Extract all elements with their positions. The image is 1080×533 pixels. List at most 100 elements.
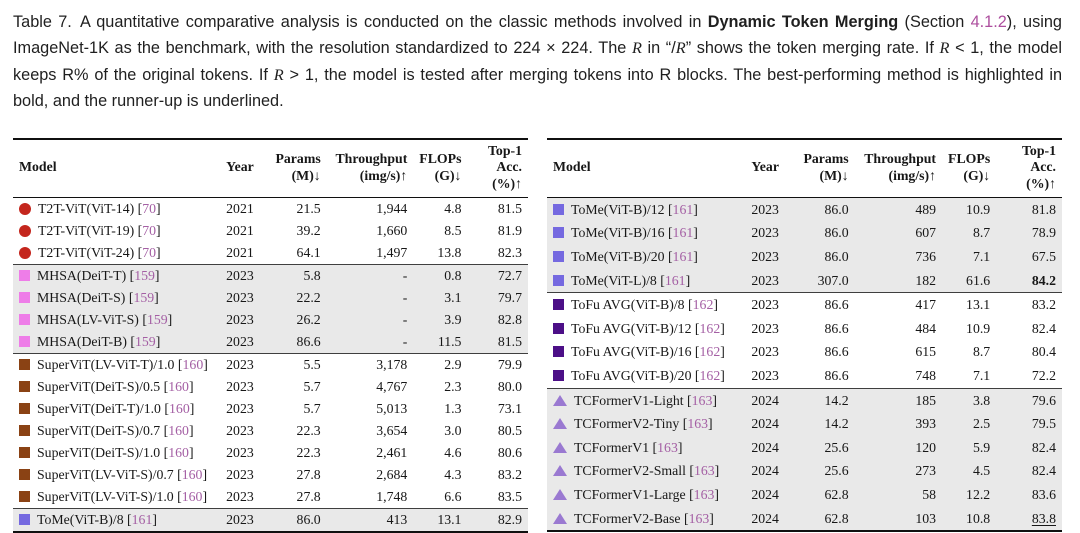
citation-link[interactable]: 163 [657,439,678,455]
table-row: SuperViT(DeiT-T)/1.0 [160] 2023 5.7 5,013 1.… [13,398,528,420]
row-group-mhsa: MHSA(DeiT-T) [159] 2023 5.8-0.8 72.7 MHSA(De… [13,264,528,354]
citation-link[interactable]: 163 [693,463,715,479]
model-name: SuperViT(DeiT-T)/1.0 [37,401,161,417]
cell-flops: 2.5 [972,416,991,432]
citation-link[interactable]: 162 [699,344,721,360]
cell-throughput: 5,013 [376,401,408,417]
cell-year: 2023 [751,249,779,265]
col-header-acc: Top-1 Acc. (%)↑ [996,138,1062,199]
cell-throughput: 1,944 [376,201,408,217]
supervit-marker-icon [19,381,30,393]
row-group-t2t-vit: T2T-ViT(ViT-14) [70] 2021 21.5 1,944 4.8 81.5… [13,198,528,265]
cell-throughput: 185 [915,392,937,408]
cell-model: ToMe(ViT-B)/20 [161] [547,245,737,269]
citation-link[interactable]: 159 [134,268,155,284]
citation-link[interactable]: 163 [691,392,713,408]
citation-link[interactable]: 161 [664,272,686,288]
tome-marker-icon [553,251,564,263]
mhsa-marker-icon [19,314,30,326]
model-name: ToFu AVG(ViT-B)/12 [571,320,692,336]
table-row: T2T-ViT(ViT-14) [70] 2021 21.5 1,944 4.8 81.5 [13,198,528,221]
model-name: ToMe(ViT-B)/16 [571,225,665,241]
cell-acc: 79.7 [497,290,522,306]
citation-link[interactable]: 160 [181,489,203,505]
supervit-marker-icon [19,425,30,437]
cell-acc: 79.5 [1031,416,1056,432]
citation-link[interactable]: 161 [672,201,694,217]
cell-flops: 7.1 [972,368,991,383]
model-name: T2T-ViT(ViT-19) [38,223,135,239]
cell-model: ToFu AVG(ViT-B)/20 [162] [547,364,737,388]
citation-link[interactable]: 160 [169,401,190,417]
cell-acc: 67.5 [1031,249,1056,265]
section-link[interactable]: 4.1.2 [970,13,1007,31]
citation-link[interactable]: 160 [168,445,189,461]
mhsa-marker-icon [19,336,30,348]
citation-link[interactable]: 70 [142,245,157,261]
table-row: ToMe(ViT-B)/12 [161] 2023 86.0 489 10.9 81.8 [547,198,1062,222]
cell-acc: 81.5 [497,201,522,217]
mhsa-marker-icon [19,292,30,304]
cell-acc: 79.9 [497,357,522,373]
citation-link[interactable]: 159 [133,290,155,306]
cell-model: T2T-ViT(ViT-24) [70] [13,242,214,265]
table-row: TCFormerV1-Large [163] 2024 62.8 58 12.2 83.6 [547,483,1062,507]
citation-link[interactable]: 162 [699,368,721,383]
table-row: TCFormerV2-Small [163] 2024 25.6 273 4.5 82.4 [547,460,1062,484]
col-header-unit: (img/s)↑ [888,167,937,183]
header-row: Model Year Params (M)↓ Throughput (img/s)↑ FLO… [13,138,528,199]
citation-link[interactable]: 161 [672,249,694,265]
citation-link[interactable]: 160 [168,423,189,439]
citation-link[interactable]: 160 [168,379,189,395]
col-header-year: Year [737,138,794,199]
citation-link[interactable]: 162 [692,297,714,313]
citation-link[interactable]: 70 [142,223,157,239]
cell-year: 2021 [226,223,254,239]
cell-params: 62.8 [824,486,849,502]
cell-acc: 80.4 [1031,344,1056,360]
citation-link[interactable]: 159 [146,312,168,328]
caption-text: > 1, the model is tested after merging t… [13,65,1062,111]
t2t-vit-marker-icon [19,203,31,216]
cell-throughput: 3,654 [376,423,408,439]
col-header-model: Model [13,138,214,199]
cell-model: TCFormerV2-Small [163] [547,460,737,484]
citation-link[interactable]: 162 [699,320,721,336]
citation-link[interactable]: 163 [687,416,709,432]
citation-link[interactable]: 160 [181,467,203,483]
cell-year: 2023 [226,467,254,483]
tofu-marker-icon [553,299,564,311]
cell-params: 22.3 [296,423,321,439]
cell-acc: 73.1 [497,401,522,417]
cell-flops: 6.6 [444,489,462,505]
citation-link[interactable]: 161 [672,225,694,241]
caption-text: Table 7. A quantitative comparative anal… [13,13,708,31]
cell-flops: 11.5 [437,334,462,350]
cell-flops: 13.8 [437,245,462,261]
citation-link[interactable]: 163 [688,510,710,526]
col-header-unit: (%)↑ [1026,176,1056,192]
citation-link[interactable]: 163 [693,486,715,502]
citation-link[interactable]: 160 [182,357,204,373]
citation-link[interactable]: 161 [131,512,153,528]
citation-link[interactable]: 70 [142,201,157,217]
table-row: ToFu AVG(ViT-B)/12 [162] 2023 86.6 484 10.9 8… [547,317,1062,341]
cell-throughput: 3,178 [376,357,408,373]
cell-params: 62.8 [824,510,849,526]
cell-model: T2T-ViT(ViT-19) [70] [13,220,214,242]
cell-flops: 8.7 [972,344,991,360]
cell-params: 14.2 [824,392,849,408]
cell-flops: 3.1 [444,290,462,306]
cell-throughput: 58 [922,486,937,502]
citation-link[interactable]: 159 [134,334,156,350]
model-name: SuperViT(DeiT-S)/0.7 [37,423,161,439]
cell-year: 2023 [226,445,254,461]
cell-acc: 80.5 [497,423,522,439]
cell-params: 21.5 [296,201,321,217]
caption-text: < 1, the model keeps R% of the original … [13,39,1062,84]
cell-params: 86.6 [824,297,849,313]
cell-year: 2024 [751,416,779,432]
caption-text: R [631,38,642,58]
tome-marker-icon [553,203,564,215]
cell-params: 25.6 [824,463,849,479]
